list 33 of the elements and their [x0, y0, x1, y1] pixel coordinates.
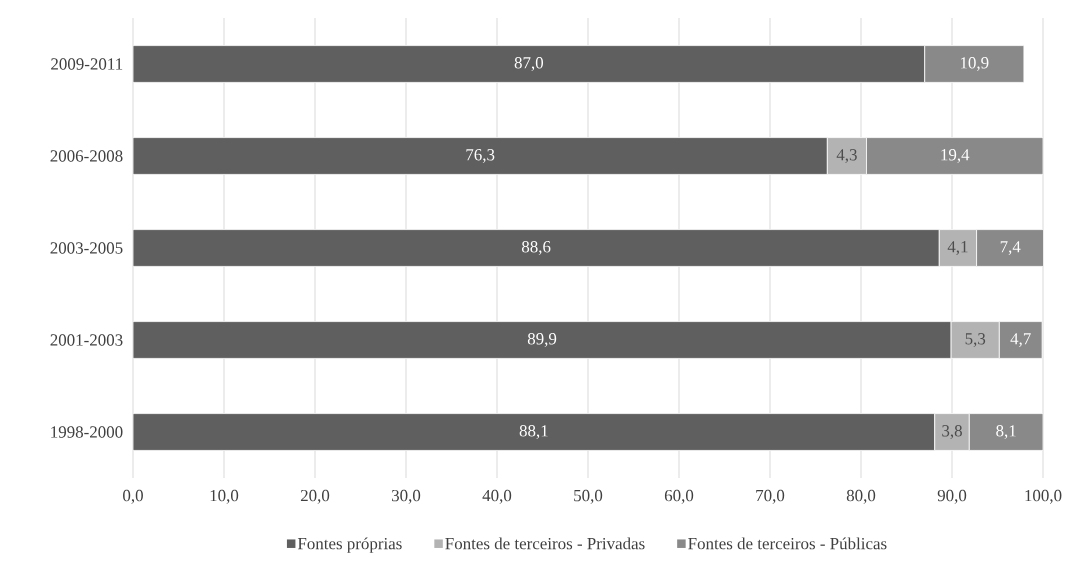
legend-label: Fontes de terceiros - Privadas: [445, 537, 645, 550]
data-label: 4,1: [947, 241, 968, 255]
x-tick-label: 70,0: [756, 489, 785, 504]
data-label: 87,0: [514, 57, 544, 71]
data-label: 7,4: [1000, 241, 1021, 255]
x-tick-label: 60,0: [664, 489, 694, 504]
x-tick-label: 100,0: [1025, 489, 1062, 504]
x-tick-label: 20,0: [300, 489, 330, 504]
data-label: 4,7: [1010, 333, 1031, 347]
y-tick-label: 2006-2008: [50, 150, 123, 162]
x-tick-label: 0,0: [123, 489, 143, 504]
data-label: 88,6: [521, 241, 551, 255]
x-tick-label: 50,0: [574, 489, 603, 504]
data-label: 19,4: [941, 149, 970, 163]
x-tick-label: 30,0: [392, 489, 421, 504]
data-label: 4,3: [836, 149, 857, 163]
data-label: 8,1: [996, 425, 1016, 439]
data-label: 3,8: [942, 425, 962, 439]
data-label: 5,3: [965, 333, 986, 347]
data-label: 89,9: [527, 333, 557, 347]
y-tick-label: 1998-2000: [51, 426, 123, 438]
legend-label: Fontes de terceiros - Públicas: [688, 537, 887, 550]
x-tick-label: 80,0: [846, 489, 876, 504]
x-tick-label: 40,0: [482, 489, 512, 504]
legend-label: Fontes próprias: [297, 537, 402, 553]
x-tick-label: 90,0: [937, 489, 967, 504]
y-tick-label: 2003-2005: [50, 242, 123, 254]
data-label: 76,3: [466, 149, 495, 163]
data-label: 88,1: [519, 425, 548, 439]
y-tick-label: 2001-2003: [50, 334, 123, 346]
x-tick-label: 10,0: [210, 489, 239, 504]
data-label: 10,9: [960, 57, 989, 71]
y-tick-label: 2009-2011: [51, 58, 123, 70]
